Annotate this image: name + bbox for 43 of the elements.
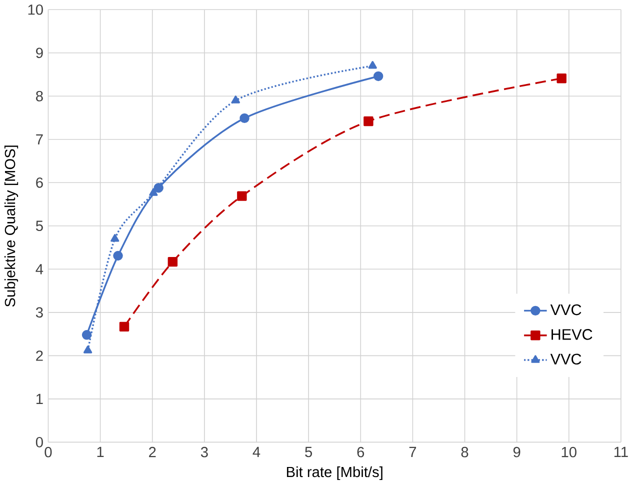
point <box>168 256 178 266</box>
point <box>364 116 374 126</box>
x-tick-label: 10 <box>562 446 576 458</box>
x-tick-label: 0 <box>44 446 52 458</box>
x-tick-label: 3 <box>200 446 208 458</box>
y-tick-label: 7 <box>36 134 43 144</box>
x-tick-label: 4 <box>252 446 260 457</box>
x-tick-label: 5 <box>305 446 312 457</box>
x-tick-label: 2 <box>149 446 156 457</box>
point <box>110 234 120 242</box>
x-tick-label: 1 <box>97 446 104 457</box>
x-tick-label: 9 <box>513 446 520 458</box>
x-tick-label: 8 <box>461 446 468 458</box>
y-tick-label: 10 <box>28 4 43 15</box>
point <box>149 188 158 196</box>
y-tick-label: 2 <box>36 350 43 361</box>
x-axis-title: Bit rate [Mbit/s] <box>286 466 382 480</box>
point <box>368 60 377 68</box>
y-tick-label: 6 <box>36 177 43 188</box>
y-tick-label: 3 <box>36 307 43 318</box>
point <box>556 73 566 84</box>
point <box>119 322 130 332</box>
y-tick-label: 8 <box>36 90 43 102</box>
point <box>154 182 164 192</box>
point <box>231 95 240 104</box>
legend-label: VVC <box>550 353 582 364</box>
point <box>82 330 92 340</box>
legend-label: VVC <box>550 304 582 315</box>
y-tick-label: 4 <box>36 264 44 274</box>
y-tick-label: 1 <box>36 394 43 404</box>
legend-label: HEVC <box>552 328 592 340</box>
point <box>113 250 123 260</box>
point <box>240 113 250 123</box>
point <box>83 345 92 354</box>
point <box>237 190 247 201</box>
x-tick-label: 6 <box>357 446 364 458</box>
x-tick-label: 7 <box>409 446 416 457</box>
y-axis-title: Subjektive Quality [MOS] <box>4 145 18 306</box>
y-tick-label: 0 <box>36 436 43 448</box>
x-tick-label: 11 <box>614 446 628 457</box>
point <box>373 71 384 81</box>
y-tick-label: 9 <box>36 47 43 58</box>
y-tick-label: 5 <box>36 220 43 231</box>
